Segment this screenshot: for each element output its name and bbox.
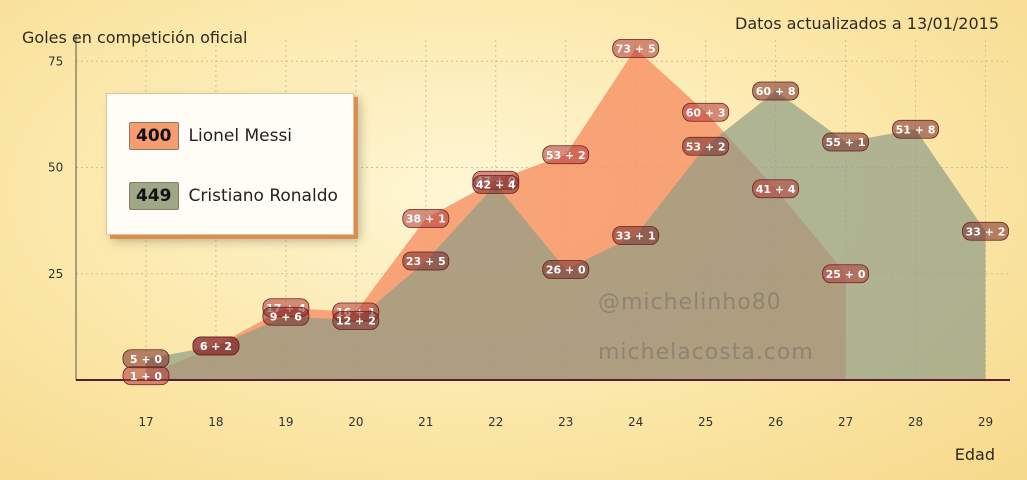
- data-label: 60 + 8: [752, 81, 800, 101]
- data-label: 60 + 3: [682, 102, 730, 122]
- data-label-badge: [752, 179, 800, 199]
- data-label: 9 + 6: [262, 306, 310, 326]
- data-label: 26 + 0: [542, 260, 590, 279]
- data-label-text: 41 + 4: [756, 183, 796, 196]
- data-label-text: 5 + 0: [130, 353, 163, 366]
- data-label-badge: [402, 251, 450, 271]
- x-tick-label: 19: [278, 415, 293, 429]
- data-label-badge: [402, 209, 450, 228]
- x-tick-label: 23: [558, 415, 573, 429]
- data-label: 23 + 5: [402, 251, 450, 271]
- data-label-text: 1 + 0: [130, 370, 163, 383]
- data-label: 33 + 2: [962, 221, 1009, 241]
- data-label-badge: [752, 81, 800, 101]
- data-label-badge: [892, 119, 939, 139]
- data-label-text: 23 + 5: [406, 255, 446, 268]
- data-label-badge: [962, 221, 1009, 241]
- data-label: 25 + 0: [822, 264, 869, 284]
- data-label-text: 73 + 5: [616, 43, 656, 56]
- data-label-badge: [682, 102, 730, 122]
- data-label-text: 33 + 2: [966, 225, 1006, 238]
- data-label-text: 42 + 4: [476, 179, 516, 192]
- data-label-badge: [332, 311, 380, 330]
- data-label-text: 53 + 2: [686, 140, 726, 153]
- data-label-badge: [472, 175, 520, 194]
- watermark-twitter: @michelinho80: [598, 290, 782, 315]
- data-label-text: 25 + 0: [826, 268, 866, 281]
- data-label: 12 + 2: [332, 311, 380, 330]
- data-label-text: 55 + 1: [826, 136, 866, 149]
- legend-item-ronaldo: 449 Cristiano Ronaldo: [129, 182, 338, 210]
- data-label: 5 + 0: [122, 349, 170, 369]
- messi-legend-label: Lionel Messi: [188, 126, 293, 146]
- y-tick-label: 75: [48, 54, 63, 68]
- data-label-text: 9 + 6: [270, 310, 303, 323]
- data-label-badge: [682, 136, 730, 156]
- data-label: 41 + 4: [752, 179, 800, 199]
- ronaldo-legend-label: Cristiano Ronaldo: [188, 186, 338, 206]
- update-date: Datos actualizados a 13/01/2015: [735, 14, 999, 33]
- watermark-website: michelacosta.com: [598, 340, 814, 365]
- legend: 400 Lionel Messi 449 Cristiano Ronaldo: [106, 93, 354, 235]
- data-label: 51 + 8: [892, 119, 939, 139]
- x-tick-label: 22: [488, 415, 503, 429]
- x-tick-label: 27: [838, 415, 853, 429]
- data-label-text: 6 + 2: [200, 340, 232, 353]
- data-label-text: 60 + 3: [686, 106, 726, 119]
- data-label: 1 + 0: [122, 366, 170, 386]
- data-label-badge: [612, 226, 660, 245]
- data-label-text: 60 + 8: [756, 85, 796, 98]
- legend-item-messi: 400 Lionel Messi: [129, 122, 292, 150]
- x-tick-label: 25: [698, 415, 713, 429]
- x-tick-label: 17: [138, 415, 153, 429]
- data-label-text: 12 + 2: [336, 315, 376, 328]
- data-label: 53 + 2: [542, 145, 590, 165]
- x-tick-label: 18: [208, 415, 223, 429]
- data-label: 53 + 2: [682, 136, 730, 156]
- data-label-badge: [262, 306, 310, 326]
- data-label-text: 53 + 2: [546, 149, 586, 162]
- x-tick-label: 28: [908, 415, 923, 429]
- series-area-ronaldo: [145, 91, 986, 380]
- data-label: 6 + 2: [192, 336, 240, 356]
- data-label: 38 + 1: [402, 209, 450, 228]
- y-tick-label: 25: [48, 267, 63, 281]
- data-label-text: 38 + 1: [406, 213, 446, 226]
- x-axis-label: Edad: [954, 445, 995, 464]
- chart-title: Goles en competición oficial: [22, 28, 248, 47]
- data-label-text: 26 + 0: [546, 264, 586, 277]
- x-tick-label: 29: [978, 415, 993, 429]
- x-tick-label: 20: [348, 415, 363, 429]
- x-tick-label: 24: [628, 415, 643, 429]
- data-label-badge: [612, 39, 660, 58]
- data-label-badge: [542, 260, 590, 279]
- data-label-text: 51 + 8: [896, 123, 936, 136]
- messi-total-badge: 400: [129, 122, 179, 150]
- x-tick-label: 26: [768, 415, 783, 429]
- y-tick-label: 50: [48, 161, 63, 175]
- data-label-badge: [822, 264, 869, 284]
- x-tick-label: 21: [418, 415, 433, 429]
- data-label-badge: [122, 349, 170, 369]
- data-label-badge: [822, 132, 869, 152]
- ronaldo-total-badge: 449: [129, 182, 179, 210]
- data-label: 73 + 5: [612, 39, 660, 58]
- data-label-badge: [192, 336, 240, 356]
- data-label: 42 + 4: [472, 175, 520, 194]
- data-label: 55 + 1: [822, 132, 869, 152]
- data-label-badge: [542, 145, 590, 165]
- data-label: 33 + 1: [612, 226, 660, 245]
- data-label-text: 33 + 1: [616, 230, 656, 243]
